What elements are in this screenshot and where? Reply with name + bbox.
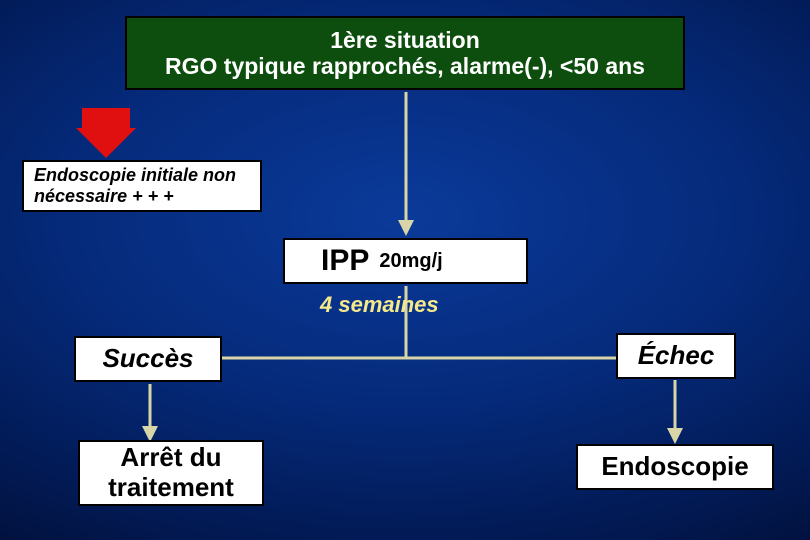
title-line-2: RGO typique rapprochés, alarme(-), <50 a… <box>165 53 645 79</box>
arret-line1: Arrêt du <box>108 443 234 473</box>
endo-note-line2: nécessaire + + + <box>34 186 236 207</box>
succes-label: Succès <box>102 344 193 374</box>
ipp-box: IPP 20mg/j <box>283 238 528 284</box>
echec-label: Échec <box>638 341 715 371</box>
endoscopie-final-box: Endoscopie <box>576 444 774 490</box>
arret-box: Arrêt du traitement <box>78 440 264 506</box>
arret-line2: traitement <box>108 473 234 503</box>
ipp-label: IPP <box>321 244 369 279</box>
title-box: 1ère situation RGO typique rapprochés, a… <box>125 16 685 90</box>
echec-box: Échec <box>616 333 736 379</box>
endoscopie-final-label: Endoscopie <box>601 452 748 482</box>
succes-box: Succès <box>74 336 222 382</box>
endo-note-line1: Endoscopie initiale non <box>34 165 236 186</box>
duration-label: 4 semaines <box>320 292 439 318</box>
title-line-1: 1ère situation <box>330 27 480 53</box>
ipp-dose: 20mg/j <box>379 250 442 273</box>
endoscopy-note-box: Endoscopie initiale non nécessaire + + + <box>22 160 262 212</box>
